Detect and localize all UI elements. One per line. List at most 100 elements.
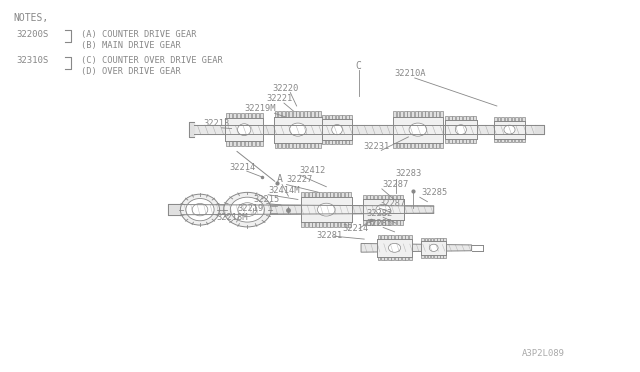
Bar	[308, 192, 312, 197]
Bar	[336, 115, 339, 119]
Bar	[501, 117, 504, 121]
Bar	[301, 197, 351, 222]
Bar	[377, 239, 412, 257]
Bar	[348, 192, 351, 197]
Bar	[389, 220, 392, 225]
Text: 32214: 32214	[230, 163, 256, 171]
Bar	[397, 112, 399, 116]
Bar	[411, 143, 414, 148]
Bar	[497, 117, 500, 121]
Bar	[463, 116, 466, 120]
Text: 32227: 32227	[287, 175, 313, 185]
Bar	[395, 257, 397, 260]
Bar	[304, 143, 307, 148]
Bar	[326, 140, 328, 144]
Bar	[474, 116, 476, 120]
Bar	[237, 113, 240, 118]
Bar	[332, 140, 335, 144]
Bar	[307, 112, 310, 116]
Bar	[392, 235, 394, 239]
Bar	[436, 112, 439, 116]
Bar	[260, 113, 263, 118]
Text: 32219: 32219	[237, 204, 264, 213]
Bar	[225, 118, 263, 141]
Bar	[248, 141, 252, 146]
Bar	[289, 143, 292, 148]
Bar	[381, 257, 384, 260]
Bar	[323, 192, 326, 197]
Bar	[374, 195, 377, 199]
Bar	[393, 143, 396, 148]
Text: 32287: 32287	[380, 199, 406, 208]
Text: (A) COUNTER DRIVE GEAR: (A) COUNTER DRIVE GEAR	[81, 30, 196, 39]
Bar	[326, 115, 328, 119]
Bar	[300, 112, 303, 116]
Bar	[378, 220, 381, 225]
Bar	[233, 113, 236, 118]
Bar	[307, 143, 310, 148]
Bar	[397, 195, 399, 199]
Bar	[229, 113, 232, 118]
Bar	[440, 255, 443, 258]
Bar	[292, 112, 296, 116]
Bar	[378, 235, 380, 239]
Bar	[429, 143, 432, 148]
Text: (C) COUNTER OVER DRIVE GEAR: (C) COUNTER OVER DRIVE GEAR	[81, 56, 223, 65]
Bar	[316, 192, 319, 197]
Bar	[388, 257, 390, 260]
Bar	[444, 255, 446, 258]
Bar	[494, 117, 497, 121]
Bar	[449, 140, 452, 143]
Text: 32414M: 32414M	[268, 186, 300, 195]
Bar	[388, 235, 390, 239]
Bar	[332, 115, 335, 119]
Text: 32287: 32287	[382, 180, 408, 189]
Bar	[330, 222, 333, 227]
Bar	[316, 222, 319, 227]
Bar	[460, 116, 462, 120]
Bar	[428, 255, 430, 258]
Bar	[326, 222, 330, 227]
Bar	[522, 138, 525, 142]
Bar	[278, 112, 281, 116]
Bar	[241, 113, 244, 118]
Bar	[229, 141, 232, 146]
Bar	[322, 140, 325, 144]
Bar	[329, 140, 332, 144]
Bar	[301, 192, 304, 197]
Text: 32285: 32285	[366, 219, 392, 228]
Bar	[385, 257, 387, 260]
Ellipse shape	[317, 203, 335, 216]
Bar	[404, 143, 406, 148]
Bar	[415, 143, 417, 148]
Bar	[474, 140, 476, 143]
Bar	[452, 116, 455, 120]
Bar	[367, 220, 370, 225]
Bar	[400, 143, 403, 148]
Bar	[411, 112, 414, 116]
Polygon shape	[181, 205, 434, 215]
Bar	[241, 141, 244, 146]
Ellipse shape	[376, 204, 390, 215]
Bar	[508, 138, 511, 142]
Bar	[398, 235, 401, 239]
Text: 32231: 32231	[363, 142, 389, 151]
Bar	[345, 192, 348, 197]
Bar	[371, 195, 374, 199]
Ellipse shape	[186, 199, 214, 221]
Bar	[326, 192, 330, 197]
Bar	[363, 195, 366, 199]
Bar	[349, 140, 352, 144]
Bar	[305, 192, 308, 197]
Text: 32213: 32213	[204, 119, 230, 128]
Bar	[415, 112, 417, 116]
Bar	[342, 140, 345, 144]
Text: 32285: 32285	[421, 188, 447, 197]
Text: (B) MAIN DRIVE GEAR: (B) MAIN DRIVE GEAR	[81, 41, 181, 49]
Bar	[345, 222, 348, 227]
Ellipse shape	[192, 203, 208, 216]
Bar	[341, 192, 344, 197]
Bar	[456, 140, 459, 143]
Bar	[408, 143, 410, 148]
Bar	[346, 115, 349, 119]
